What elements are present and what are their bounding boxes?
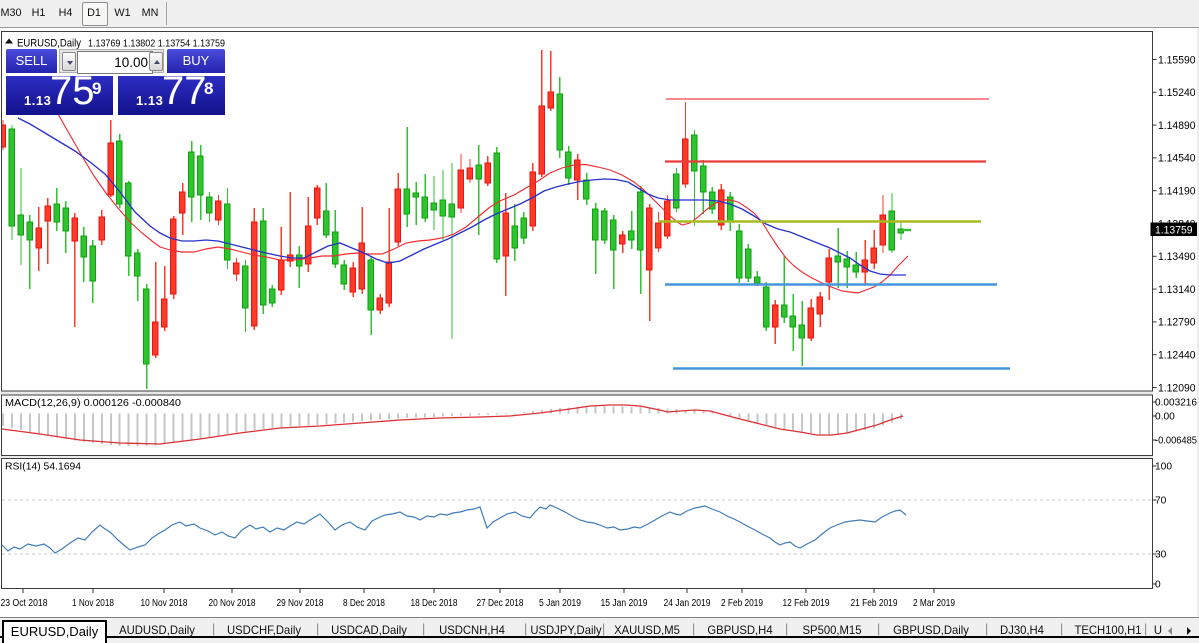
svg-text:1.13759: 1.13759 [1155, 225, 1193, 237]
svg-text:1.14190: 1.14190 [1158, 186, 1196, 198]
svg-text:8 Dec 2018: 8 Dec 2018 [343, 598, 385, 609]
svg-text:18 Dec 2018: 18 Dec 2018 [411, 598, 458, 609]
svg-text:1.15590: 1.15590 [1158, 54, 1196, 66]
svg-text:1.13490: 1.13490 [1158, 251, 1196, 263]
svg-text:0: 0 [1155, 580, 1161, 591]
svg-text:15 Jan 2019: 15 Jan 2019 [601, 598, 648, 609]
svg-text:20 Nov 2018: 20 Nov 2018 [209, 598, 256, 609]
svg-text:29 Nov 2018: 29 Nov 2018 [277, 598, 324, 609]
svg-text:30: 30 [1155, 550, 1167, 561]
svg-text:21 Feb 2019: 21 Feb 2019 [851, 598, 898, 609]
svg-text:5 Jan 2019: 5 Jan 2019 [539, 598, 581, 609]
svg-text:0.003216: 0.003216 [1155, 398, 1197, 409]
svg-text:MACD(12,26,9) 0.000126 -0.0008: MACD(12,26,9) 0.000126 -0.000840 [5, 397, 181, 409]
svg-text:0.00: 0.00 [1155, 412, 1175, 423]
svg-text:12 Feb 2019: 12 Feb 2019 [783, 598, 830, 609]
svg-text:10 Nov 2018: 10 Nov 2018 [141, 598, 188, 609]
svg-text:1.12090: 1.12090 [1158, 382, 1196, 394]
svg-text:RSI(14) 54.1694: RSI(14) 54.1694 [5, 461, 81, 473]
svg-text:1.14890: 1.14890 [1158, 120, 1196, 132]
svg-text:1.13140: 1.13140 [1158, 284, 1196, 296]
svg-text:EURUSD,Daily: EURUSD,Daily [17, 38, 81, 50]
svg-text:1.12440: 1.12440 [1158, 350, 1196, 362]
svg-text:1.14540: 1.14540 [1158, 153, 1196, 165]
svg-text:23 Oct 2018: 23 Oct 2018 [1, 598, 48, 609]
svg-text:27 Dec 2018: 27 Dec 2018 [477, 598, 524, 609]
svg-text:2 Mar 2019: 2 Mar 2019 [913, 598, 955, 609]
svg-text:1.12790: 1.12790 [1158, 317, 1196, 329]
svg-text:24 Jan 2019: 24 Jan 2019 [664, 598, 711, 609]
svg-text:1 Nov 2018: 1 Nov 2018 [72, 598, 114, 609]
svg-text:1.15240: 1.15240 [1158, 87, 1196, 99]
svg-text:-0.006485: -0.006485 [1155, 436, 1197, 447]
svg-text:2 Feb 2019: 2 Feb 2019 [721, 598, 763, 609]
svg-text:100: 100 [1155, 462, 1172, 473]
svg-text:70: 70 [1155, 496, 1167, 507]
svg-text:1.13769 1.13802 1.13754 1.1375: 1.13769 1.13802 1.13754 1.13759 [88, 38, 225, 50]
